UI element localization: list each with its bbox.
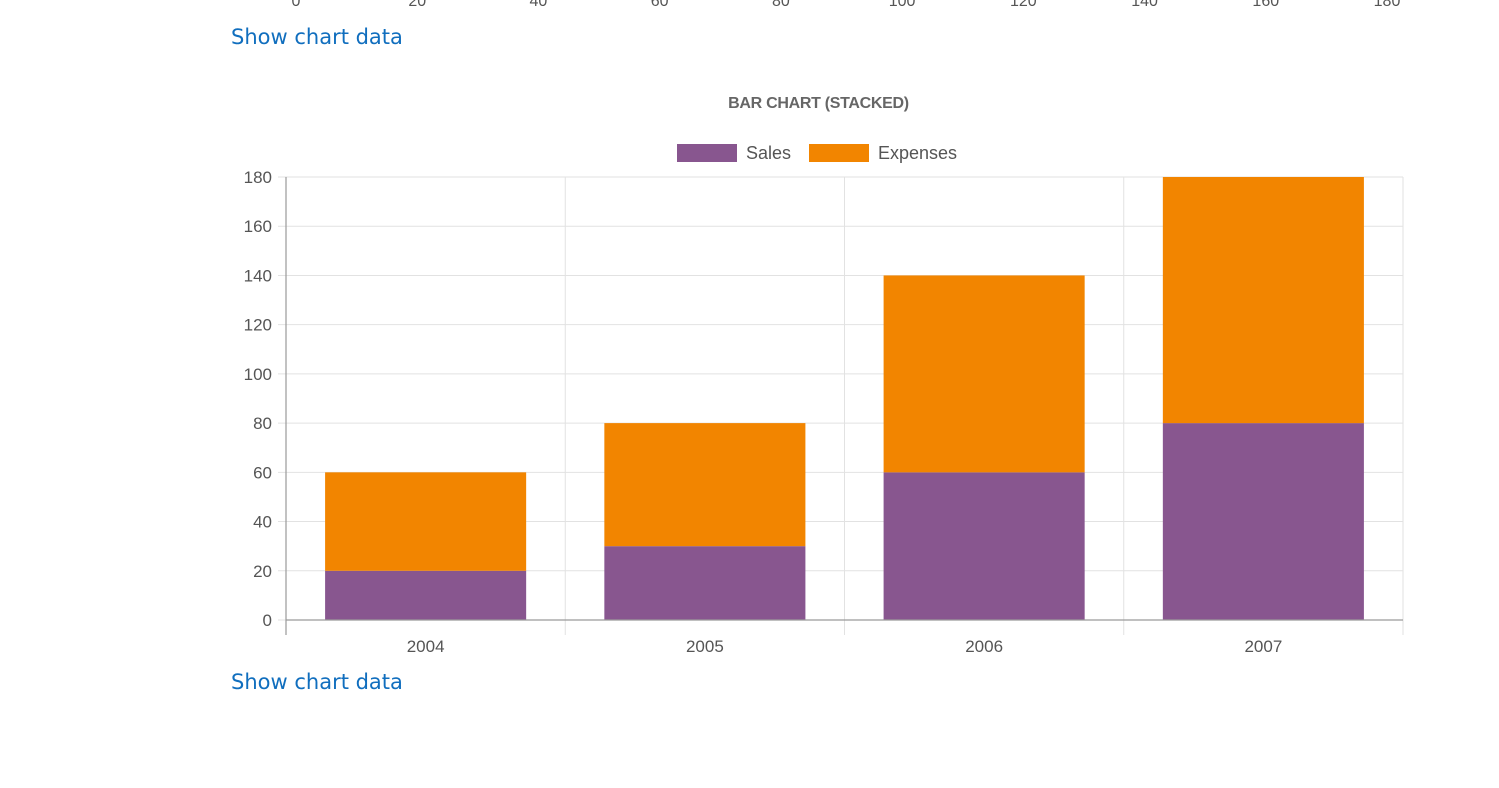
y-tick-label: 140	[244, 266, 272, 285]
x-tick-label: 2007	[1244, 637, 1282, 656]
prev-x-tick-label: 60	[651, 0, 669, 10]
x-tick-label: 2006	[965, 637, 1003, 656]
legend-swatch-sales	[677, 144, 737, 162]
bar-expenses-2006	[883, 275, 1085, 473]
y-tick-label: 0	[263, 611, 272, 630]
bar-expenses-2004	[325, 472, 527, 571]
y-tick-label: 60	[253, 463, 272, 482]
legend-swatch-expenses	[809, 144, 869, 162]
y-tick-label: 100	[244, 365, 272, 384]
bar-expenses-2007	[1162, 177, 1364, 424]
prev-x-tick-label: 100	[889, 0, 916, 10]
y-tick-label: 40	[253, 513, 272, 532]
y-tick-label: 80	[253, 414, 272, 433]
prev-x-tick-label: 80	[772, 0, 790, 10]
bar-sales-2007	[1162, 423, 1364, 620]
prev-x-tick-label: 160	[1252, 0, 1279, 10]
prev-x-tick-label: 180	[1374, 0, 1401, 10]
show-chart-data-link-bottom[interactable]: Show chart data	[231, 670, 403, 694]
bar-expenses-2005	[604, 423, 806, 547]
stacked-bar-chart: BAR CHART (STACKED) Sales Expenses 0 20 40 60 8…	[244, 95, 1404, 656]
legend-label-expenses: Expenses	[878, 143, 957, 163]
x-tick-label: 2004	[407, 637, 445, 656]
chart-title: BAR CHART (STACKED)	[728, 95, 909, 112]
prev-x-tick-label: 0	[292, 0, 301, 10]
y-tick-label: 120	[244, 316, 272, 335]
bar-sales-2004	[325, 570, 527, 620]
bar-sales-2005	[604, 546, 806, 620]
x-tick-label: 2005	[686, 637, 724, 656]
prev-x-tick-label: 20	[408, 0, 426, 10]
y-tick-label: 20	[253, 562, 272, 581]
y-tick-label: 180	[244, 168, 272, 187]
y-tick-label: 160	[244, 217, 272, 236]
prev-x-tick-label: 140	[1131, 0, 1158, 10]
prev-x-tick-label: 40	[530, 0, 548, 10]
show-chart-data-link-top[interactable]: Show chart data	[231, 25, 403, 49]
legend-label-sales: Sales	[746, 143, 791, 163]
previous-chart-x-axis: 0 20 40 60 80 100 120 140 160 180	[292, 0, 1401, 10]
bar-sales-2006	[883, 472, 1085, 620]
prev-x-tick-label: 120	[1010, 0, 1037, 10]
